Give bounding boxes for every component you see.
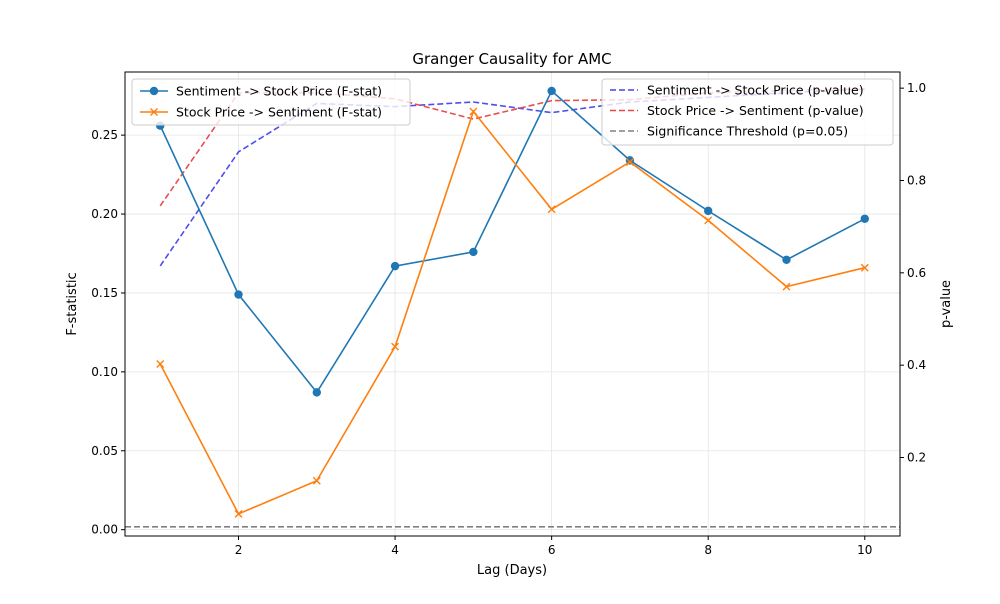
y-axis-left-label: F-statistic <box>65 272 80 335</box>
fstat-point-2 <box>312 476 321 485</box>
legend-right-item: Significance Threshold (p=0.05) <box>610 124 848 139</box>
legend-right-label: Stock Price -> Sentiment (p-value) <box>647 103 864 118</box>
fstat-point-2 <box>469 107 478 116</box>
x-marker-stroke <box>704 216 713 225</box>
x-marker-stroke <box>547 205 556 214</box>
legend-swatch-marker <box>150 108 158 116</box>
fstat-point-2 <box>782 282 791 291</box>
x-marker-stroke <box>156 359 165 368</box>
y-left-tick-label: 0.15 <box>91 286 118 300</box>
x-marker-stroke <box>782 282 791 291</box>
fstat-point-1 <box>704 206 713 216</box>
y-right-tick-label: 1.0 <box>907 81 926 95</box>
legend-left: Sentiment -> Stock Price (F-stat) Stock P… <box>131 78 411 126</box>
grid-lines <box>125 72 900 536</box>
legend-right-label: Significance Threshold (p=0.05) <box>647 124 848 139</box>
fstat-point-2 <box>704 216 713 225</box>
x-marker-stroke <box>469 107 478 116</box>
y-right-tick-label: 0.8 <box>907 173 926 187</box>
y-left-tick-label: 0.25 <box>91 128 118 142</box>
x-marker-stroke <box>391 342 400 351</box>
x-marker-stroke <box>625 157 634 166</box>
legend-left-item: Stock Price -> Sentiment (F-stat) <box>140 105 382 120</box>
legend-right-box <box>601 78 894 146</box>
x-tick-label: 8 <box>704 543 712 557</box>
fstat-point-1 <box>390 261 400 271</box>
legend-left-item: Sentiment -> Stock Price (F-stat) <box>140 84 382 99</box>
axes: 2 4 6 8 10 0.00 0.05 0.10 0.15 0.20 0.25 0.2 0.4 0.6 0… <box>91 81 926 557</box>
fstat-series-line-2 <box>159 109 865 515</box>
legend-left-label: Sentiment -> Stock Price (F-stat) <box>176 84 382 99</box>
fstat-point-1 <box>547 86 556 96</box>
x-marker-stroke <box>860 263 869 272</box>
fstat-point-2 <box>860 263 869 272</box>
legend-right-item: Sentiment -> Stock Price (p-value) <box>610 83 864 98</box>
x-tick-label: 2 <box>235 543 243 557</box>
fstat-point-2 <box>547 205 556 214</box>
legend-left-label: Stock Price -> Sentiment (F-stat) <box>176 105 382 120</box>
fstat-point-1 <box>234 290 243 299</box>
x-marker-stroke <box>234 509 243 518</box>
plot-lines <box>125 86 900 528</box>
fstat-series-line-1 <box>159 89 866 394</box>
y-left-tick-label: 0.05 <box>91 444 118 458</box>
fstat-point-2 <box>156 359 165 368</box>
legend-left-box <box>131 78 411 126</box>
fstat-point-1 <box>469 247 478 257</box>
plot-frame <box>124 71 901 537</box>
y-left-tick-label: 0.10 <box>91 365 118 379</box>
y-left-tick-label: 0.20 <box>91 207 118 221</box>
x-marker-stroke <box>312 476 321 485</box>
legend-right: Sentiment -> Stock Price (p-value) Stock … <box>601 78 894 146</box>
x-axis-label: Lag (Days) <box>477 563 547 578</box>
fstat-point-2 <box>625 157 634 166</box>
y-right-tick-label: 0.4 <box>907 358 926 372</box>
fstat-point-2 <box>234 509 243 518</box>
x-tick-label: 4 <box>391 543 399 557</box>
legend-right-label: Sentiment -> Stock Price (p-value) <box>647 83 864 98</box>
y-axis-right-label: p-value <box>939 280 954 328</box>
y-right-tick-label: 0.2 <box>907 451 926 465</box>
legends: Sentiment -> Stock Price (F-stat) Stock P… <box>131 78 894 146</box>
chart-title: Granger Causality for AMC <box>412 50 611 68</box>
y-left-tick-label: 0.00 <box>91 523 118 537</box>
fstat-point-1 <box>312 388 321 397</box>
fstat-point-1 <box>782 255 791 265</box>
x-tick-label: 6 <box>548 543 556 557</box>
fstat-point-2 <box>391 342 400 351</box>
fstat-point-1 <box>860 214 869 223</box>
legend-swatch-marker <box>149 86 159 96</box>
x-tick-label: 10 <box>857 543 872 557</box>
legend-right-item: Stock Price -> Sentiment (p-value) <box>610 103 864 118</box>
y-right-tick-label: 0.6 <box>907 266 926 280</box>
